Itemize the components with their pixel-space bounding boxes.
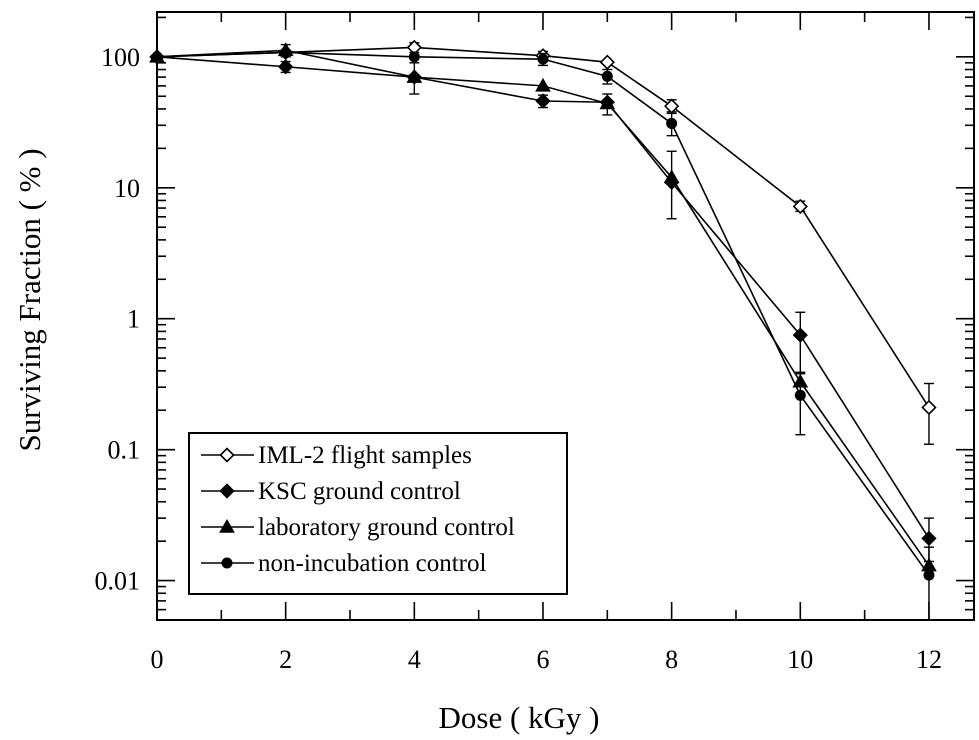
data-point	[219, 447, 235, 463]
plot-frame	[156, 11, 975, 621]
data-point	[278, 59, 294, 75]
data-point	[664, 98, 680, 114]
y-tick-label: 0.01	[95, 567, 141, 596]
x-tick-label: 0	[151, 645, 164, 674]
axis-ticks	[156, 12, 974, 621]
legend-label: IML-2 flight samples	[258, 442, 472, 469]
data-point	[601, 70, 613, 82]
data-point	[666, 117, 678, 129]
data-point	[792, 327, 808, 343]
series-line	[156, 49, 930, 567]
x-tick-label: 10	[787, 645, 813, 674]
x-tick-label: 4	[408, 645, 421, 674]
data-point	[792, 198, 808, 215]
y-tick-label: 0.1	[108, 436, 141, 465]
tick-labels: 0 2 4 6 8 10 12 100 10 1 0.1 0.01	[95, 43, 942, 674]
series-non-incubation-control	[151, 46, 935, 621]
legend-item: KSC ground control	[201, 478, 461, 505]
legend-label: KSC ground control	[258, 478, 461, 505]
legend-label: non-incubation control	[258, 550, 486, 577]
axes	[156, 11, 975, 621]
y-axis-label: Surviving Fraction ( % )	[12, 148, 47, 451]
data-point	[219, 483, 235, 499]
data-point	[535, 77, 551, 92]
data-point	[663, 169, 680, 184]
data-point	[537, 53, 549, 65]
data-point	[921, 399, 937, 416]
data-point	[219, 518, 235, 533]
data-point	[921, 530, 937, 547]
legend-label: laboratory ground control	[258, 514, 515, 541]
series-line	[156, 56, 930, 539]
series-lines	[149, 39, 937, 621]
data-point	[535, 93, 551, 109]
data-point	[221, 557, 233, 569]
series-line	[156, 46, 930, 408]
series-laboratory-ground-control	[149, 42, 937, 572]
x-axis-label: Dose ( kGy )	[439, 700, 600, 735]
legend-item: non-incubation control	[201, 550, 486, 577]
data-point	[280, 46, 292, 58]
data-point	[408, 51, 420, 63]
data-point	[599, 95, 616, 110]
legend-item: IML-2 flight samples	[201, 442, 472, 469]
series-line	[156, 51, 930, 576]
data-point	[599, 54, 615, 70]
x-tick-label: 6	[536, 645, 549, 674]
legend-item: laboratory ground control	[201, 514, 515, 541]
data-point	[406, 69, 423, 83]
y-tick-label: 10	[114, 174, 140, 203]
x-tick-label: 8	[665, 645, 678, 674]
data-point	[794, 389, 806, 401]
x-tick-label: 2	[279, 645, 292, 674]
y-tick-label: 100	[101, 43, 140, 72]
y-tick-label: 1	[127, 305, 140, 334]
data-point	[151, 51, 163, 63]
data-point	[923, 569, 935, 581]
x-tick-label: 12	[916, 645, 942, 674]
legend: IML-2 flight samples KSC ground control la…	[188, 432, 568, 595]
legend-box	[188, 432, 568, 595]
